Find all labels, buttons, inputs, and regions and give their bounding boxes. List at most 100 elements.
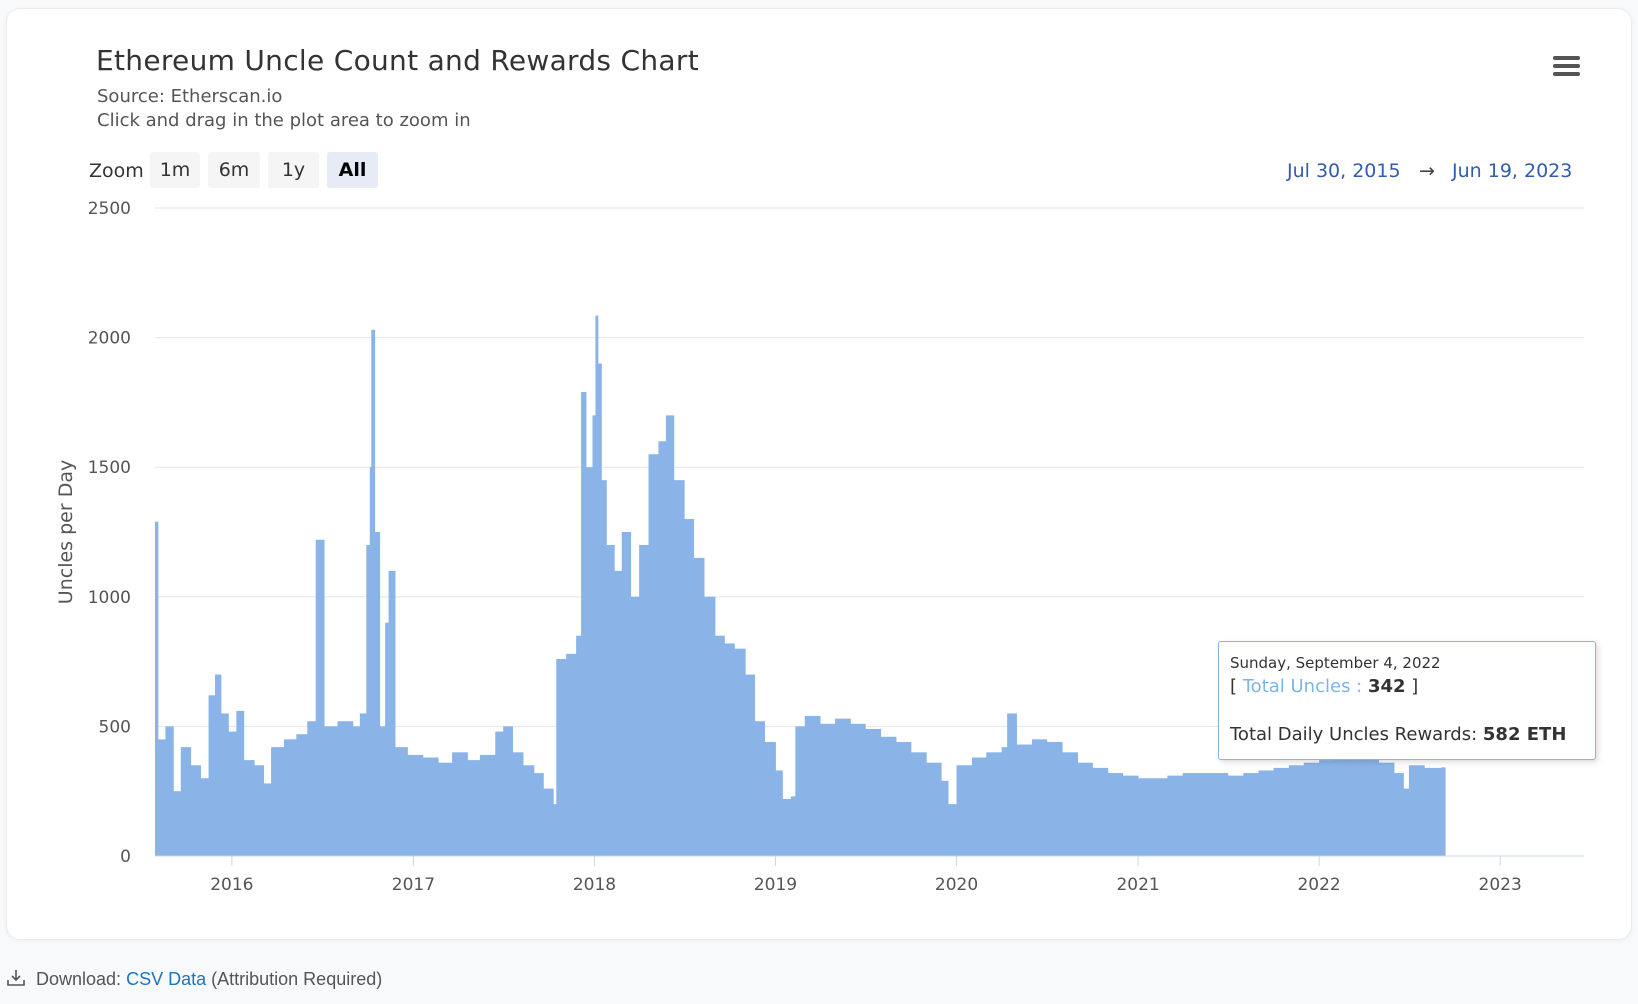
uncle-bar[interactable]: [157, 739, 166, 856]
uncle-bar[interactable]: [734, 648, 746, 856]
uncle-bar[interactable]: [1288, 765, 1305, 856]
uncle-bar[interactable]: [1167, 775, 1184, 856]
uncle-bar[interactable]: [621, 532, 632, 856]
uncle-bar[interactable]: [566, 653, 577, 856]
uncle-bar[interactable]: [1046, 741, 1063, 856]
uncle-bar[interactable]: [724, 643, 735, 856]
uncle-bar[interactable]: [1138, 778, 1154, 856]
uncle-bar[interactable]: [208, 695, 216, 856]
uncle-bar[interactable]: [243, 760, 255, 856]
uncle-bar[interactable]: [704, 596, 716, 856]
uncle-bar[interactable]: [315, 539, 325, 856]
uncle-bar[interactable]: [359, 713, 367, 856]
uncle-bar[interactable]: [592, 415, 596, 856]
uncle-bar[interactable]: [835, 718, 851, 856]
uncle-bar[interactable]: [228, 731, 237, 856]
uncle-bar[interactable]: [576, 635, 582, 856]
uncle-bar[interactable]: [1062, 752, 1078, 856]
uncle-bar[interactable]: [1408, 765, 1425, 856]
uncle-bar[interactable]: [200, 778, 209, 856]
uncle-bar[interactable]: [1031, 739, 1048, 856]
uncle-bar[interactable]: [880, 736, 897, 856]
uncle-bar[interactable]: [754, 721, 765, 856]
uncle-bar[interactable]: [956, 765, 973, 856]
uncle-bar[interactable]: [745, 674, 756, 856]
uncle-bar[interactable]: [971, 757, 987, 856]
uncle-bar[interactable]: [495, 731, 504, 856]
uncle-bar[interactable]: [1378, 762, 1395, 856]
uncle-bar[interactable]: [1007, 713, 1017, 856]
uncle-bar[interactable]: [422, 757, 439, 856]
uncle-bar[interactable]: [1077, 762, 1093, 856]
chart-svg[interactable]: 0 500 1000 1500 2000 2500 2016 2017 2018 2019 202…: [0, 0, 1638, 960]
uncle-bar[interactable]: [790, 796, 796, 856]
uncle-bar[interactable]: [452, 752, 468, 856]
uncle-bar[interactable]: [533, 773, 544, 856]
uncle-bar[interactable]: [352, 726, 361, 856]
uncle-bar[interactable]: [556, 659, 567, 856]
uncle-bar[interactable]: [388, 570, 396, 856]
uncle-bar[interactable]: [1092, 767, 1109, 856]
uncle-bar[interactable]: [220, 713, 229, 856]
uncle-bar[interactable]: [155, 521, 159, 856]
uncle-bar[interactable]: [503, 726, 514, 856]
zoom-1m-button[interactable]: 1m: [150, 152, 200, 188]
uncle-bar[interactable]: [523, 765, 535, 856]
uncle-bar[interactable]: [1394, 773, 1404, 856]
uncle-bar[interactable]: [190, 765, 202, 856]
uncle-bar[interactable]: [648, 454, 659, 856]
uncle-bar[interactable]: [337, 721, 354, 856]
uncle-bar[interactable]: [896, 741, 912, 856]
uncle-bar[interactable]: [714, 635, 725, 856]
uncle-bar[interactable]: [586, 467, 593, 856]
uncle-bar[interactable]: [910, 752, 927, 856]
uncle-bar[interactable]: [986, 752, 1003, 856]
uncle-bar[interactable]: [296, 734, 308, 856]
uncle-bar[interactable]: [1212, 773, 1229, 856]
csv-data-link[interactable]: CSV Data: [126, 969, 207, 989]
uncle-bar[interactable]: [254, 765, 265, 856]
uncle-bar[interactable]: [926, 762, 942, 856]
uncle-bar[interactable]: [658, 441, 667, 856]
uncle-bar[interactable]: [630, 596, 640, 856]
uncle-bar[interactable]: [1319, 760, 1335, 856]
uncle-bar[interactable]: [1243, 773, 1260, 856]
uncle-bar[interactable]: [948, 804, 957, 856]
uncle-bar[interactable]: [467, 760, 481, 856]
uncle-bar[interactable]: [1153, 778, 1168, 856]
uncle-bar[interactable]: [795, 726, 806, 856]
uncle-bar[interactable]: [324, 726, 338, 856]
uncle-bar[interactable]: [865, 728, 882, 856]
uncle-bar[interactable]: [307, 721, 317, 856]
uncle-bar[interactable]: [665, 415, 675, 856]
uncle-bar[interactable]: [782, 798, 792, 856]
uncle-bar[interactable]: [1273, 767, 1290, 856]
uncle-bar[interactable]: [407, 754, 424, 856]
uncle-bar[interactable]: [850, 723, 866, 856]
uncle-bar[interactable]: [1122, 775, 1139, 856]
uncle-bar[interactable]: [764, 741, 776, 856]
uncle-bar[interactable]: [673, 480, 685, 856]
uncle-bar[interactable]: [371, 329, 376, 857]
uncle-bar[interactable]: [1348, 757, 1365, 856]
uncle-bar[interactable]: [1424, 767, 1442, 856]
uncle-bar[interactable]: [379, 726, 386, 856]
uncle-bar[interactable]: [601, 480, 607, 856]
uncle-bar[interactable]: [215, 674, 222, 856]
uncle-bar[interactable]: [438, 762, 453, 856]
uncle-bar[interactable]: [369, 467, 372, 856]
uncle-bar[interactable]: [1303, 762, 1320, 856]
uncle-bar[interactable]: [1441, 767, 1446, 856]
zoom-all-button[interactable]: All: [327, 152, 378, 188]
uncle-bar[interactable]: [1334, 757, 1349, 856]
uncle-bar[interactable]: [1001, 747, 1008, 856]
zoom-1y-button[interactable]: 1y: [268, 152, 319, 188]
uncle-bar[interactable]: [1227, 775, 1244, 856]
uncle-bar[interactable]: [1107, 773, 1124, 856]
uncle-bar[interactable]: [820, 723, 836, 856]
uncle-bar[interactable]: [385, 622, 390, 856]
uncle-bar[interactable]: [606, 544, 615, 856]
uncle-bar[interactable]: [512, 752, 524, 856]
uncle-bar[interactable]: [395, 747, 408, 856]
uncle-bar[interactable]: [684, 519, 695, 856]
